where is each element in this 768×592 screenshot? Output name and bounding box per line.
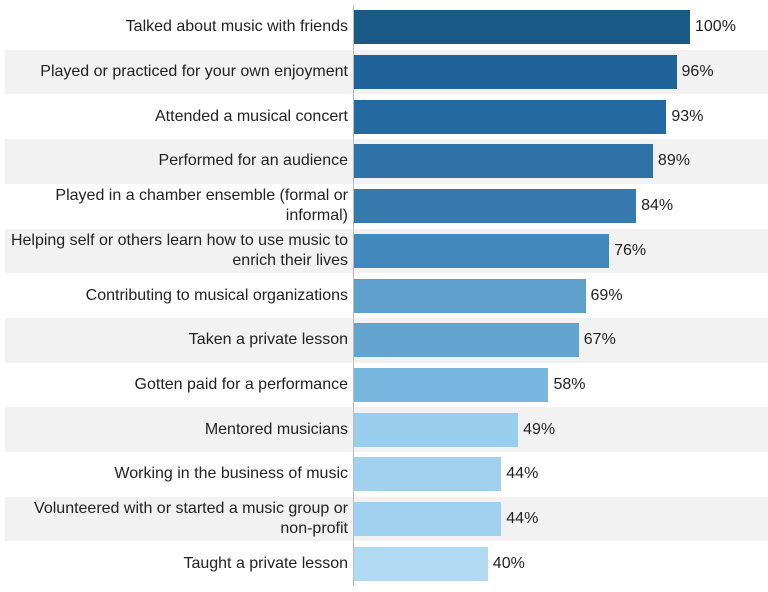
- category-label: Played in a chamber ensemble (formal or …: [55, 187, 348, 225]
- category-label: Volunteered with or started a music grou…: [34, 500, 348, 538]
- bar: [353, 189, 637, 224]
- bar: [353, 502, 502, 537]
- value-label: 49%: [523, 420, 556, 438]
- bar: [353, 412, 519, 447]
- bar: [353, 278, 586, 313]
- category-label: Mentored musicians: [204, 420, 348, 438]
- row-band: Taught a private lesson: [5, 541, 768, 586]
- bar: [353, 10, 690, 45]
- value-label: 93%: [671, 107, 704, 125]
- category-label: Working in the business of music: [114, 465, 348, 483]
- row-band: Gotten paid for a performance: [5, 363, 768, 408]
- bar: [353, 144, 653, 179]
- category-label: Gotten paid for a performance: [134, 375, 348, 393]
- value-label: 84%: [641, 197, 674, 215]
- category-label: Taken a private lesson: [188, 331, 348, 349]
- value-label: 69%: [590, 286, 623, 304]
- value-label: 67%: [583, 331, 616, 349]
- row-band: Contributing to musical organizations: [5, 273, 768, 318]
- row-band: Working in the business of music: [5, 452, 768, 497]
- value-label: 96%: [681, 63, 714, 81]
- row-band: Talked about music with friends: [5, 5, 768, 50]
- bar: [353, 367, 549, 402]
- value-label: 76%: [614, 241, 647, 259]
- value-label: 44%: [506, 465, 539, 483]
- value-label: 89%: [657, 152, 690, 170]
- bar: [353, 323, 579, 358]
- value-label: 44%: [506, 510, 539, 528]
- bar: [353, 55, 677, 90]
- category-label: Performed for an audience: [158, 152, 348, 170]
- category-label: Taught a private lesson: [183, 554, 348, 572]
- category-label: Talked about music with friends: [125, 18, 348, 36]
- category-label: Helping self or others learn how to use …: [10, 231, 348, 269]
- row-band: Played in a chamber ensemble (formal or …: [5, 184, 768, 229]
- value-label: 40%: [492, 554, 525, 572]
- bar: [353, 457, 502, 492]
- category-label: Contributing to musical organizations: [85, 286, 348, 304]
- bar: [353, 233, 610, 268]
- bar: [353, 99, 667, 134]
- row-band: Attended a musical concert: [5, 94, 768, 139]
- category-label: Played or practiced for your own enjoyme…: [40, 63, 348, 81]
- bar: [353, 546, 488, 581]
- value-label: 58%: [553, 375, 586, 393]
- value-label: 100%: [695, 18, 736, 36]
- axis-line: [353, 5, 354, 586]
- category-label: Attended a musical concert: [155, 107, 348, 125]
